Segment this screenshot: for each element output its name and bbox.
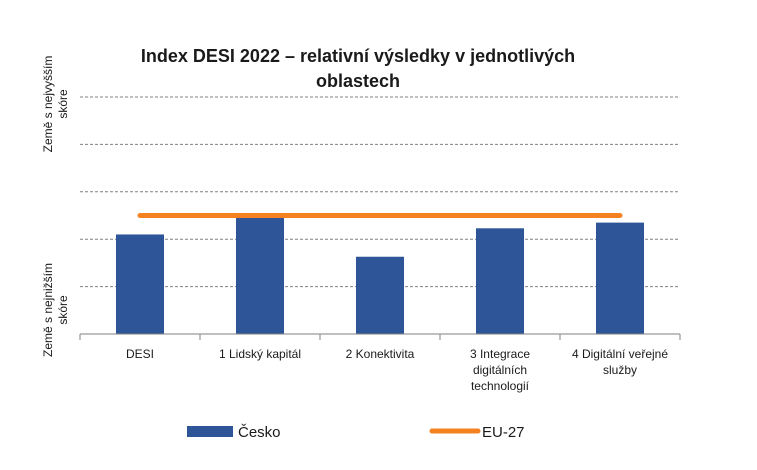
chart-title-line: Index DESI 2022 – relativní výsledky v j… <box>141 46 575 66</box>
y-axis-label-line: Země s nejnižším <box>41 263 55 357</box>
tick-label-5: služby <box>603 363 637 377</box>
tick-label-2: 1 Lidský kapitál <box>219 347 301 361</box>
chart-title-line: oblastech <box>316 71 400 91</box>
legend-swatch-cesko <box>187 426 233 437</box>
legend-label-cesko: Česko <box>238 424 281 441</box>
gridlines <box>80 96 680 288</box>
chart-title: Index DESI 2022 – relativní výsledky v j… <box>141 46 575 91</box>
bar-3 <box>356 256 404 334</box>
tick-label-4: digitálních <box>473 363 527 377</box>
tick-label-4: technologií <box>471 379 530 393</box>
bar-4 <box>476 228 524 334</box>
bar-5 <box>596 222 644 334</box>
y-axis-label-bottom: Země s nejnižším skóre <box>41 263 70 357</box>
legend-label-eu27: EU-27 <box>482 424 525 441</box>
legend: Česko EU-27 <box>187 424 525 441</box>
bar-1 <box>116 234 164 334</box>
y-axis-label-line: skóre <box>56 89 70 119</box>
tick-label-4: 3 Integrace <box>470 347 530 361</box>
tick-label-3: 2 Konektivita <box>346 347 415 361</box>
y-axis-label-line: Země s nejvyšším <box>41 56 55 153</box>
x-axis <box>79 333 681 340</box>
tick-label-1: DESI <box>126 347 154 361</box>
bar-2 <box>236 216 284 334</box>
x-axis-tick-labels: DESI 1 Lidský kapitál 2 Konektivita 3 Integ… <box>126 347 668 393</box>
tick-label-5: 4 Digitální veřejné <box>572 347 668 361</box>
bar-series <box>116 216 644 334</box>
y-axis-label-top: Země s nejvyšším skóre <box>41 56 70 153</box>
y-axis-label-line: skóre <box>56 295 70 325</box>
